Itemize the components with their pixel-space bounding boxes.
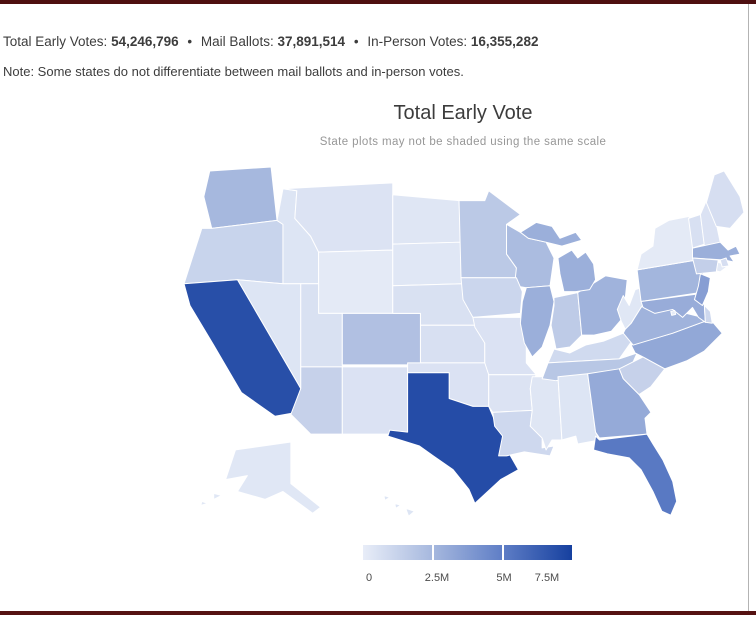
state-KY[interactable] xyxy=(547,332,634,364)
state-MT[interactable] xyxy=(282,182,394,253)
legend-gradient xyxy=(363,545,572,560)
state-MI[interactable] xyxy=(519,221,597,293)
state-DC[interactable] xyxy=(670,309,677,316)
legend-tick-5M xyxy=(502,545,504,560)
stat-label-inperson: In-Person Votes: xyxy=(367,34,468,49)
state-ND[interactable] xyxy=(392,194,462,245)
state-NM[interactable] xyxy=(341,366,409,435)
state-KS[interactable] xyxy=(419,324,486,364)
note-text: Note: Some states do not differentiate b… xyxy=(3,64,464,79)
state-AK[interactable] xyxy=(200,441,322,514)
right-border xyxy=(748,4,749,611)
stat-label-mail: Mail Ballots: xyxy=(200,34,274,49)
legend-tick-2.5M xyxy=(432,545,434,560)
stat-separator: • xyxy=(353,34,359,49)
legend-label-2.5M: 2.5M xyxy=(424,572,450,584)
chart-subtitle: State plots may not be shaded using the … xyxy=(319,136,607,148)
state-ME[interactable] xyxy=(705,170,745,229)
state-OR[interactable] xyxy=(183,219,284,285)
state-HI[interactable] xyxy=(383,494,416,517)
state-TX[interactable] xyxy=(387,372,519,504)
us-map xyxy=(183,167,745,517)
chart-title: Total Early Vote xyxy=(393,102,533,124)
stat-value-mail: 37,891,514 xyxy=(277,34,346,49)
top-accent-bar xyxy=(0,0,756,4)
state-IA[interactable] xyxy=(460,277,523,318)
state-NJ[interactable] xyxy=(693,273,711,306)
legend-label-5M: 5M xyxy=(496,572,512,584)
bottom-accent-bar xyxy=(0,611,756,615)
legend-label-7.5M: 7.5M xyxy=(534,572,560,584)
us-choropleth-map xyxy=(180,167,746,535)
stat-value-total: 54,246,796 xyxy=(111,34,179,49)
state-CT[interactable] xyxy=(692,257,719,275)
stat-value-inperson: 16,355,282 xyxy=(470,34,539,49)
state-IL[interactable] xyxy=(519,285,555,358)
early-vote-stats: Total Early Votes: 54,246,796 • Mail Bal… xyxy=(3,34,538,49)
state-AR[interactable] xyxy=(488,374,537,413)
stat-separator: • xyxy=(187,34,193,49)
stat-label-total: Total Early Votes: xyxy=(3,34,108,49)
state-RI[interactable] xyxy=(719,257,730,268)
state-CO[interactable] xyxy=(341,312,421,366)
state-WA[interactable] xyxy=(203,167,278,229)
state-FL[interactable] xyxy=(593,433,678,516)
state-DE[interactable] xyxy=(703,305,713,324)
state-CA[interactable] xyxy=(183,279,302,417)
legend-label-0: 0 xyxy=(365,572,373,584)
states-group xyxy=(183,167,745,517)
state-IN[interactable] xyxy=(550,292,583,350)
state-SD[interactable] xyxy=(392,241,464,287)
state-WY[interactable] xyxy=(318,249,394,314)
